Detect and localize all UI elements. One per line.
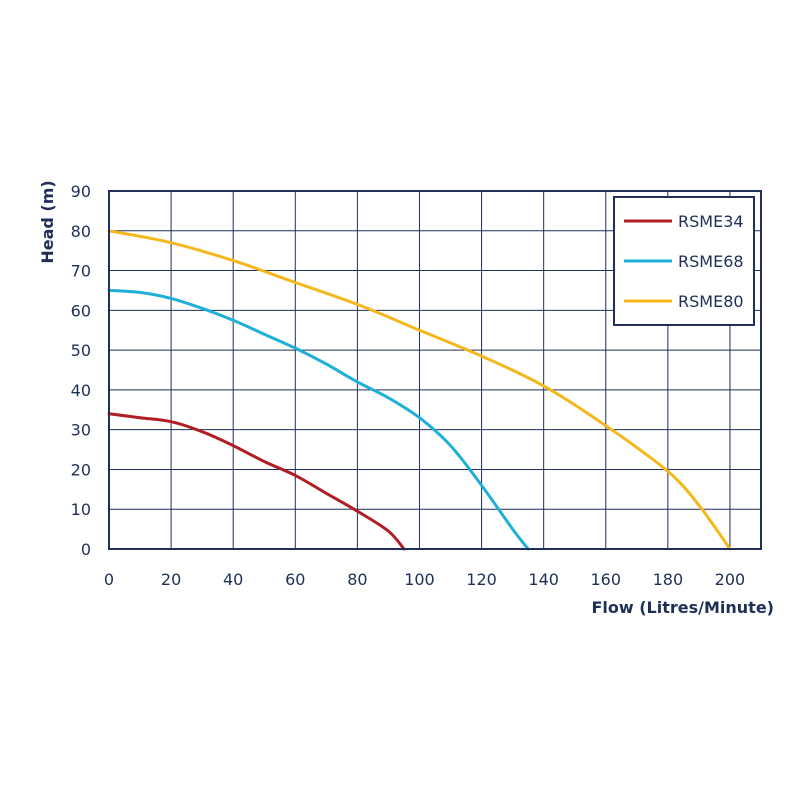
legend: RSME34 RSME68 RSME80 [613, 196, 755, 326]
series-line-rsme34 [107, 412, 406, 551]
y-axis-label: Head (m) [38, 180, 57, 263]
x-tick-labels: 0 20 40 60 80 100 120 140 160 180 200 [104, 570, 745, 589]
y-tick-label: 30 [71, 421, 91, 440]
x-tick-label: 180 [653, 570, 684, 589]
x-tick-label: 0 [104, 570, 114, 589]
legend-label: RSME68 [678, 252, 744, 271]
x-tick-label: 120 [466, 570, 497, 589]
series-line-rsme68 [107, 288, 530, 551]
x-tick-label: 60 [285, 570, 305, 589]
plot-frame [108, 190, 762, 550]
y-tick-labels: 0 10 20 30 40 50 60 70 80 90 [71, 182, 91, 559]
legend-label: RSME80 [678, 292, 744, 311]
x-tick-label: 20 [161, 570, 181, 589]
y-tick-label: 0 [81, 540, 91, 559]
x-axis-label: Flow (Litres/Minute) [591, 598, 774, 617]
series-line-rsme80 [107, 229, 732, 551]
x-tick-label: 200 [715, 570, 746, 589]
x-tick-label: 40 [223, 570, 243, 589]
y-tick-label: 20 [71, 460, 91, 479]
x-tick-label: 100 [404, 570, 435, 589]
y-tick-label: 60 [71, 301, 91, 320]
x-tick-label: 80 [347, 570, 367, 589]
x-tick-label: 140 [528, 570, 559, 589]
y-tick-label: 40 [71, 381, 91, 400]
y-tick-label: 10 [71, 500, 91, 519]
x-tick-label: 160 [590, 570, 621, 589]
series-lines [107, 229, 732, 551]
y-tick-label: 80 [71, 222, 91, 241]
legend-label: RSME34 [678, 212, 744, 231]
y-tick-label: 50 [71, 341, 91, 360]
y-tick-label: 70 [71, 262, 91, 281]
y-tick-label: 90 [71, 182, 91, 201]
